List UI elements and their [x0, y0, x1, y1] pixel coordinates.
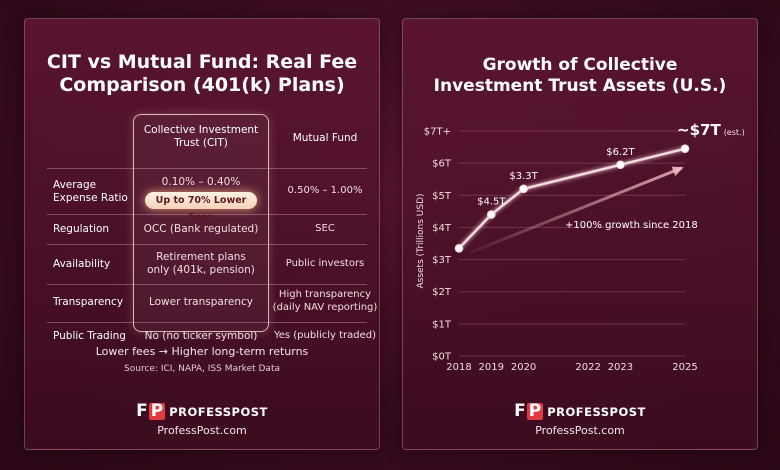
end-value-label: ~$7T (est.) — [677, 121, 745, 139]
brand-url: ProfessPost.com — [157, 424, 247, 437]
data-point — [486, 210, 496, 219]
mf-public-trading: Yes (publicly traded) — [273, 330, 377, 341]
data-label: $6.2T — [606, 147, 635, 158]
x-tick-label: 2025 — [672, 362, 697, 373]
data-point — [616, 160, 625, 170]
cit-column-highlight — [133, 114, 269, 332]
comparison-takeaway: Lower fees → Higher long-term returns — [95, 345, 309, 358]
data-point — [519, 184, 528, 194]
x-tick-label: 2022 — [575, 362, 600, 373]
y-tick-label: $6T — [432, 159, 452, 170]
data-point — [454, 244, 464, 253]
mf-expense-ratio: 0.50% – 1.00% — [287, 185, 363, 196]
row-label-availability: Availability — [53, 258, 111, 270]
brand-url: ProfessPost.com — [535, 424, 625, 437]
y-tick-label: $3T — [432, 255, 452, 266]
row-divider — [47, 214, 367, 215]
brand-name: PROFESSPOST — [547, 404, 646, 419]
y-axis-title: Assets (Trillions USD) — [416, 193, 426, 288]
source-note: Source: ICI, NAPA, ISS Market Data — [124, 364, 280, 374]
y-tick-label: $5T — [432, 191, 452, 202]
mf-regulation: SEC — [315, 223, 335, 234]
x-tick-label: 2019 — [479, 362, 504, 373]
growth-annotation: +100% growth since 2018 — [565, 220, 698, 231]
cit-regulation: OCC (Bank regulated) — [143, 223, 259, 235]
chart-title: Growth of Collective Investment Trust As… — [433, 55, 727, 96]
lower-fees-badge: Up to 70% Lower Fees — [145, 192, 257, 223]
row-label-expense-ratio: Average Expense Ratio — [53, 179, 128, 205]
growth-arrow-head — [671, 166, 684, 176]
comparison-title: CIT vs Mutual Fund: Real Fee Comparison … — [46, 51, 358, 97]
fee-comparison-table: Collective Investment Trust (CIT) Mutual… — [25, 114, 381, 342]
x-tick-label: 2018 — [446, 362, 471, 373]
row-label-regulation: Regulation — [53, 223, 110, 235]
cit-expense-ratio: 0.10% – 0.40% — [161, 176, 241, 188]
row-label-public-trading: Public Trading — [53, 330, 126, 342]
data-label: $4.5T — [477, 197, 506, 208]
mf-availability: Public investors — [285, 258, 365, 269]
y-tick-label: $4T — [432, 223, 452, 234]
row-label-transparency: Transparency — [53, 296, 124, 308]
row-divider — [47, 322, 367, 323]
x-tick-label: 2020 — [511, 362, 536, 373]
x-tick-label: 2023 — [608, 362, 633, 373]
cit-public-trading: No (no ticker symbol) — [144, 330, 258, 342]
y-tick-label: $0T — [432, 352, 452, 363]
growth-line-chart: $0T $1T $2T $3T $4T $5T $6T $7T+ 2018 2019 2020 20… — [416, 121, 745, 373]
y-tick-label: $7T+ — [424, 127, 451, 138]
y-tick-label: $2T — [432, 287, 452, 298]
data-point — [680, 144, 690, 153]
brand-name: PROFESSPOST — [169, 404, 268, 419]
row-divider — [47, 244, 367, 245]
cit-transparency: Lower transparency — [148, 296, 254, 308]
y-tick-label: $1T — [432, 319, 452, 330]
cit-availability: Retirement plans only (401k, pension) — [147, 251, 255, 277]
row-divider — [47, 168, 367, 169]
growth-arrow — [468, 166, 683, 255]
row-divider — [47, 284, 367, 285]
growth-chart-panel: Growth of Collective Investment Trust As… — [402, 18, 758, 450]
mf-transparency: High transparency (daily NAV reporting) — [272, 289, 378, 313]
data-label: $3.3T — [509, 171, 538, 182]
fee-comparison-panel: CIT vs Mutual Fund: Real Fee Comparison … — [24, 18, 380, 450]
mutual-fund-column-header: Mutual Fund — [292, 132, 358, 144]
cit-column-header: Collective Investment Trust (CIT) — [143, 124, 259, 150]
